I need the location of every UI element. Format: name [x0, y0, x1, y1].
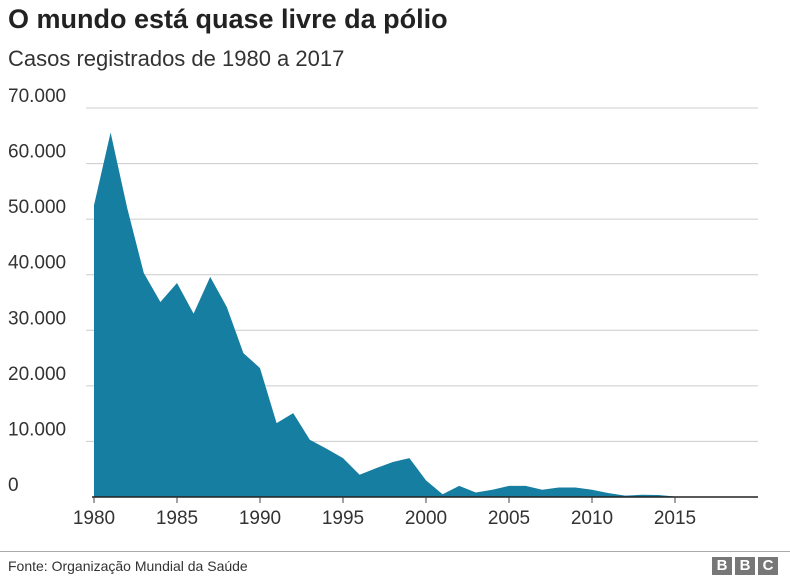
y-tick-label: 60.000	[8, 142, 66, 163]
y-tick-label: 10.000	[8, 419, 66, 440]
y-tick-label: 70.000	[8, 86, 66, 107]
logo-letter: B	[735, 557, 755, 575]
bbc-logo: B B C	[712, 557, 778, 575]
area-chart: 0 10.000 20.000 30.000 40.000 50.000 60.000 70.…	[8, 86, 758, 529]
logo-letter: C	[758, 557, 778, 575]
y-tick-label: 20.000	[8, 364, 66, 385]
y-tick-label: 0	[8, 475, 19, 496]
chart-title: O mundo está quase livre da pólio	[8, 4, 448, 34]
x-tick-label: 1985	[156, 508, 198, 529]
y-tick-label: 30.000	[8, 308, 66, 329]
area-series	[94, 132, 709, 498]
footer-divider	[0, 551, 790, 552]
y-tick-label: 50.000	[8, 197, 66, 218]
x-tick-label: 2010	[571, 508, 613, 529]
x-tick-label: 2000	[405, 508, 447, 529]
x-tick-label: 1990	[239, 508, 281, 529]
source-note: Fonte: Organização Mundial da Saúde	[8, 558, 248, 574]
x-tick-label: 2015	[654, 508, 696, 529]
logo-letter: B	[712, 557, 732, 575]
x-tick-label: 1995	[322, 508, 364, 529]
x-tick-label: 1980	[73, 508, 115, 529]
y-tick-label: 40.000	[8, 253, 66, 274]
x-tick-label: 2005	[488, 508, 530, 529]
chart-subtitle: Casos registrados de 1980 a 2017	[8, 46, 345, 71]
